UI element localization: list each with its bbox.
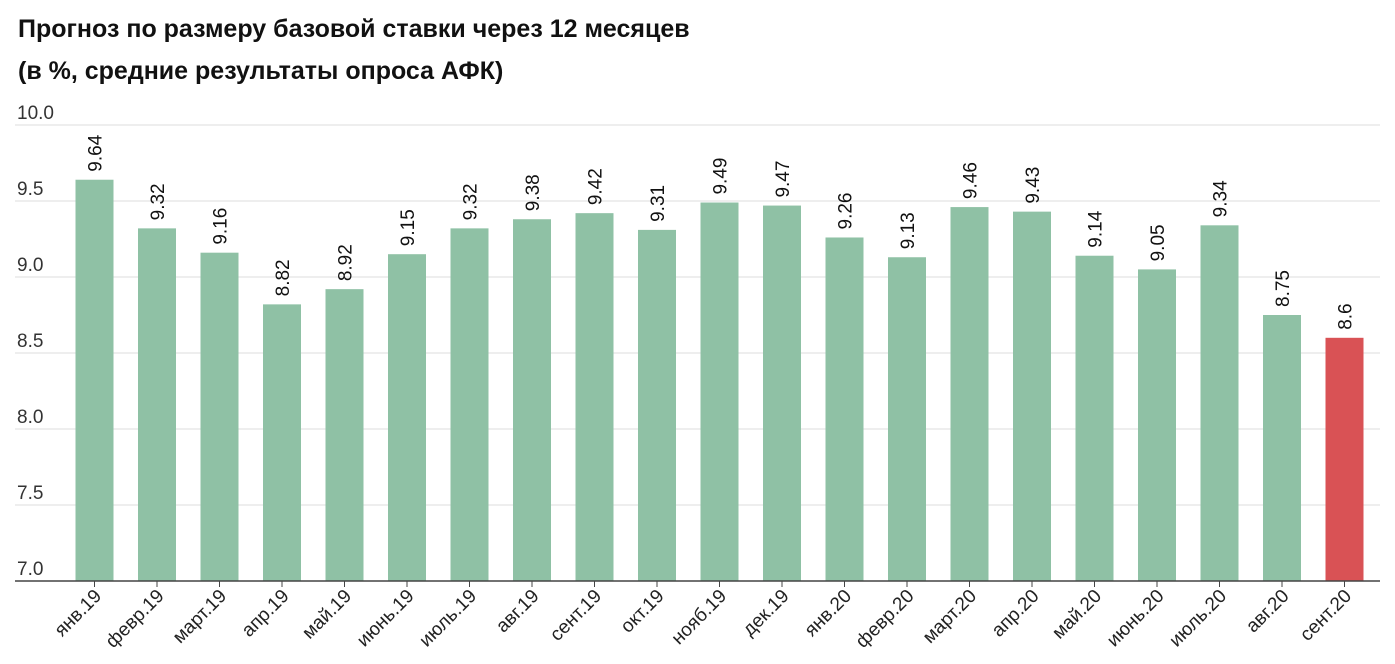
chart-title: Прогноз по размеру базовой ставки через … xyxy=(18,15,690,43)
bar xyxy=(75,179,114,581)
chart-title-block: Прогноз по размеру базовой ставки через … xyxy=(18,8,690,92)
x-tick-label: июнь.20 xyxy=(1103,586,1169,652)
y-tick-label: 8.0 xyxy=(17,407,43,428)
x-tick-label: февр.19 xyxy=(102,586,169,653)
x-tick-label: март.19 xyxy=(169,586,231,648)
value-label: 9.15 xyxy=(398,209,419,246)
bar xyxy=(1075,255,1114,581)
value-label: 9.43 xyxy=(1023,167,1044,204)
x-tick-label: июнь.19 xyxy=(353,586,419,652)
bar xyxy=(450,228,489,582)
bar xyxy=(1200,225,1239,581)
bar xyxy=(763,205,801,581)
value-label: 8.6 xyxy=(1336,303,1357,329)
value-label: 9.32 xyxy=(148,183,169,220)
y-tick-label: 9.5 xyxy=(17,179,43,200)
y-axis: 10.0 9.5 9.0 8.5 8.0 7.5 7.0 xyxy=(17,103,54,580)
y-tick-label: 9.0 xyxy=(17,255,43,276)
bar xyxy=(700,202,739,581)
x-tick-label: май.20 xyxy=(1048,586,1106,644)
x-tick-label: авг.20 xyxy=(1242,586,1293,637)
value-label: 9.05 xyxy=(1148,224,1169,261)
y-tick-label: 8.5 xyxy=(17,331,43,352)
value-label: 9.13 xyxy=(898,212,919,249)
x-tick-label: февр.20 xyxy=(852,586,919,653)
bar xyxy=(575,213,614,581)
x-tick-label: нояб.19 xyxy=(668,586,731,649)
x-tick-label: май.19 xyxy=(298,586,356,644)
x-tick-label: окт.19 xyxy=(617,586,669,638)
value-label: 9.16 xyxy=(211,208,232,245)
bar xyxy=(513,219,551,582)
value-label: 9.49 xyxy=(711,158,732,195)
x-tick-label: сент.19 xyxy=(546,586,606,646)
x-tick-label: апр.19 xyxy=(238,586,294,642)
value-label: 9.32 xyxy=(461,183,482,220)
value-label: 8.75 xyxy=(1273,270,1294,307)
bar xyxy=(1138,269,1176,581)
value-label: 8.82 xyxy=(273,259,294,296)
x-tick-label: март.20 xyxy=(919,586,981,648)
bar xyxy=(1325,337,1364,581)
chart-subtitle: (в %, средние результаты опроса АФК) xyxy=(18,57,504,85)
value-label: 9.14 xyxy=(1086,210,1107,247)
bar xyxy=(950,207,989,581)
value-label: 9.64 xyxy=(86,134,107,171)
bar xyxy=(1263,315,1301,581)
bar xyxy=(388,254,426,581)
x-tick-label: авг.19 xyxy=(492,586,543,637)
x-tick-label: июль.20 xyxy=(1165,586,1231,652)
x-tick-label: янв.19 xyxy=(51,586,106,641)
value-label: 9.26 xyxy=(836,192,857,229)
bar xyxy=(638,229,676,581)
x-tick-label: апр.20 xyxy=(988,586,1044,642)
x-tick-label: июль.19 xyxy=(415,586,481,652)
x-tick-label: янв.20 xyxy=(801,586,856,641)
y-tick-label: 7.5 xyxy=(17,483,43,504)
value-labels: 9.64 9.32 9.16 8.82 8.92 9.15 9.32 9.38 9.42 9.31… xyxy=(86,134,1357,329)
bar xyxy=(325,289,364,581)
y-tick-label: 10.0 xyxy=(17,103,54,124)
value-label: 8.92 xyxy=(336,244,357,281)
bar xyxy=(263,304,301,581)
value-label: 9.46 xyxy=(961,162,982,199)
value-label: 9.31 xyxy=(648,185,669,222)
bars xyxy=(75,179,1364,582)
x-tick-label: дек.19 xyxy=(739,586,794,641)
value-label: 9.34 xyxy=(1211,180,1232,217)
value-label: 9.38 xyxy=(523,174,544,211)
value-label: 9.47 xyxy=(773,161,794,198)
bar xyxy=(825,237,864,582)
value-label: 9.42 xyxy=(586,168,607,205)
bar xyxy=(1013,211,1051,581)
x-tick-label: сент.20 xyxy=(1296,586,1356,646)
bar xyxy=(200,252,239,581)
bar xyxy=(888,257,926,581)
y-tick-label: 7.0 xyxy=(17,559,43,580)
bar xyxy=(138,228,176,582)
